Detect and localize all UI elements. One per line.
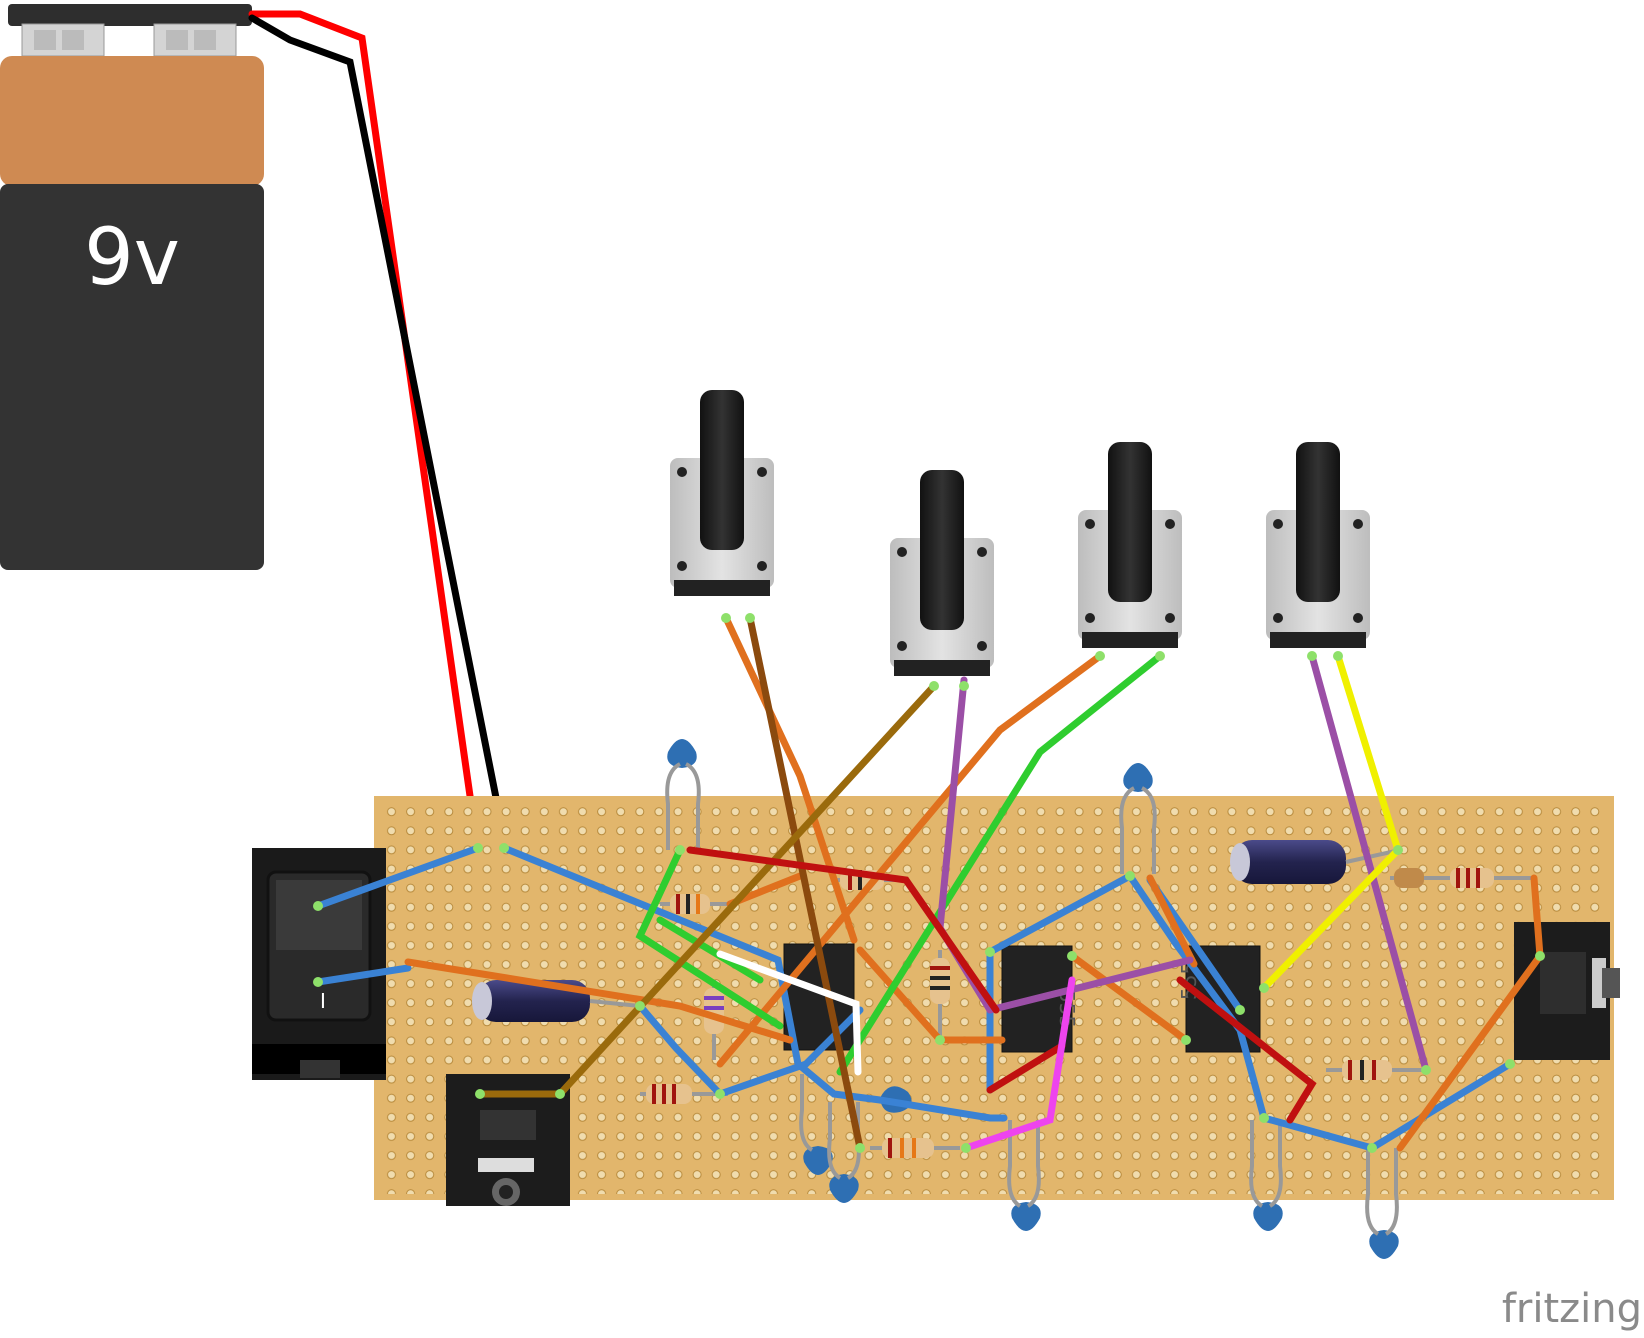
wire-white-1 (716, 950, 862, 1076)
battery-terminal-left (21, 23, 105, 57)
battery-body (0, 184, 264, 570)
battery-lead-black (248, 14, 508, 842)
wire-brown-1 (746, 614, 864, 1152)
battery-terminal-right (153, 23, 237, 57)
battery-9v: 9v (0, 4, 264, 570)
wire-orange-2 (722, 614, 858, 944)
wire-green-3 (656, 916, 764, 984)
ceramic-capacitor-6 (1249, 1120, 1283, 1231)
wire-purple-2 (1308, 652, 1430, 1074)
potentiometer-3[interactable] (1078, 442, 1182, 648)
wire-blue-1 (314, 844, 482, 910)
wire-darkred-1 (686, 846, 1000, 1014)
wire-green-2 (836, 652, 1164, 1076)
ceramic-capacitor-7 (1365, 1148, 1399, 1259)
ceramic-capacitor-2 (1119, 763, 1157, 874)
wire-orange-5 (1146, 874, 1198, 968)
battery-lead-red (248, 10, 480, 842)
potentiometer-2[interactable] (890, 470, 994, 676)
ceramic-capacitor-1 (665, 739, 701, 850)
wire-orange-8 (1396, 952, 1544, 1152)
switch-marking: I (320, 989, 326, 1013)
resistor-1 (660, 894, 730, 914)
wire-purple-3 (986, 956, 1194, 1014)
wire-blue-3 (500, 844, 1008, 1122)
wire-magenta-1 (962, 976, 1076, 1152)
resistor-6 (1390, 868, 1534, 888)
resistor-7 (1326, 1060, 1426, 1080)
wire-orange-7 (1530, 874, 1544, 960)
resistor-3 (870, 1138, 960, 1158)
potentiometer-1[interactable] (670, 390, 774, 596)
electrolytic-capacitor-1 (472, 980, 641, 1022)
battery-top-cap (0, 56, 264, 186)
wire-darkred-2 (986, 1042, 1066, 1094)
wire-blue-2 (314, 964, 412, 986)
output-jack[interactable] (1514, 922, 1620, 1060)
ceramic-capacitor-3 (799, 1074, 833, 1175)
resistor-2 (640, 1084, 728, 1104)
wire-darkred-3 (1176, 976, 1317, 1124)
potentiometer-4[interactable] (1266, 442, 1370, 648)
ceramic-capacitor-5 (1007, 1120, 1041, 1231)
wire-orange-6 (1068, 952, 1190, 1044)
electrolytic-capacitor-2 (1230, 840, 1401, 884)
wire-green-1 (635, 846, 784, 1030)
wire-endpoints (313, 613, 1545, 1153)
power-switch[interactable]: I (252, 848, 386, 1080)
wire-orange-3 (716, 652, 1104, 1068)
resistor-4 (930, 950, 950, 1040)
battery-label: 9v (84, 213, 180, 303)
fritzing-logo: fritzing (1502, 1286, 1642, 1332)
